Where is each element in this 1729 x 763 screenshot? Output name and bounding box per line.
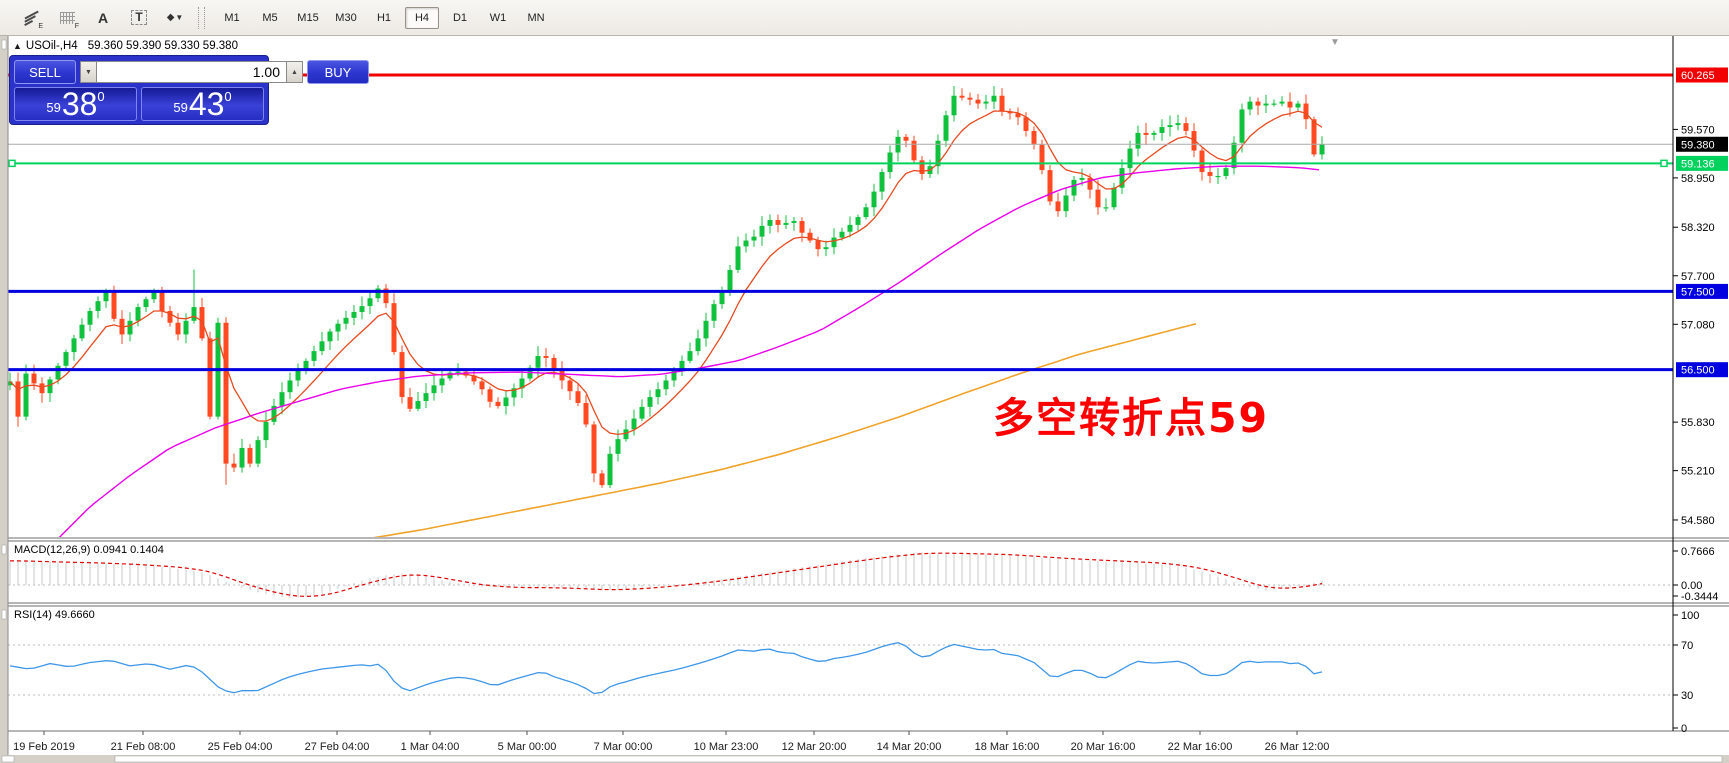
price-tick-label: 57.700 bbox=[1681, 271, 1715, 283]
text-box-icon[interactable]: T bbox=[124, 5, 154, 31]
timeframe-button-M5[interactable]: M5 bbox=[262, 11, 278, 24]
timeframe-button-H4[interactable]: H4 bbox=[405, 6, 439, 29]
time-tick-label: 27 Feb 04:00 bbox=[305, 741, 370, 753]
time-tick-label: 19 Feb 2019 bbox=[13, 741, 75, 753]
timeframe-button-M15[interactable]: M15 bbox=[297, 11, 319, 24]
volume-decrease-button[interactable]: ▼ bbox=[80, 61, 97, 83]
bid-price-pip: 0 bbox=[97, 89, 105, 104]
indicator-scale-label: 0.7666 bbox=[1681, 546, 1715, 558]
price-tick-label: 58.950 bbox=[1681, 173, 1715, 185]
price-badge-label: 60.265 bbox=[1681, 70, 1715, 82]
timeframe-button-group: M1 M5 M15 M30 H1 H4 D1 W1 MN bbox=[213, 6, 555, 29]
macd-indicator-label: MACD(12,26,9) 0.0941 0.1404 bbox=[14, 544, 164, 556]
price-tick-label: 55.210 bbox=[1681, 466, 1715, 478]
price-badge-label: 59.136 bbox=[1681, 158, 1715, 170]
price-badge-label: 56.500 bbox=[1681, 365, 1715, 377]
indicator-scale-label: 70 bbox=[1681, 640, 1693, 652]
bid-price-display[interactable]: 59 38 0 bbox=[14, 87, 137, 121]
chart-collapse-icon[interactable]: ▲ bbox=[13, 41, 22, 51]
indicator-scale-label: 0.00 bbox=[1681, 580, 1702, 592]
chart-header: ▲ USOil-,H4 59.360 59.390 59.330 59.380 bbox=[13, 40, 238, 52]
price-tick-label: 55.830 bbox=[1681, 417, 1715, 429]
time-tick-label: 22 Mar 16:00 bbox=[1168, 741, 1233, 753]
green-pivot-line-handle[interactable] bbox=[8, 159, 16, 168]
time-scale[interactable]: 19 Feb 2019 21 Feb 08:00 25 Feb 04:00 27 Fe… bbox=[13, 731, 1329, 753]
one-click-trade-panel: SELL ▼ ▲ BUY 59 38 0 59 43 0 bbox=[10, 56, 369, 124]
timeframe-button-M1[interactable]: M1 bbox=[224, 11, 240, 24]
time-tick-label: 7 Mar 00:00 bbox=[594, 741, 653, 753]
macd-layer bbox=[9, 552, 1323, 598]
window-chrome bbox=[0, 35, 1729, 763]
volume-increase-button[interactable]: ▲ bbox=[286, 61, 303, 83]
time-tick-label: 10 Mar 23:00 bbox=[694, 741, 759, 753]
time-tick-label: 1 Mar 04:00 bbox=[401, 741, 460, 753]
scrollbar-left-button[interactable] bbox=[1, 755, 15, 763]
price-tick-label: 54.580 bbox=[1681, 515, 1715, 527]
toolbar-icon-group: E F A T ◆ ▼ bbox=[0, 5, 190, 31]
toolbar-separator bbox=[198, 6, 205, 29]
chart-ohlc-readout: 59.360 59.390 59.330 59.380 bbox=[87, 40, 238, 52]
time-tick-label: 12 Mar 20:00 bbox=[782, 741, 847, 753]
text-label-icon[interactable]: A bbox=[97, 9, 109, 26]
timeframe-button-W1[interactable]: W1 bbox=[489, 11, 507, 24]
panel-borders bbox=[7, 36, 1729, 732]
timeframe-button-D1[interactable]: D1 bbox=[452, 11, 468, 24]
time-tick-label: 20 Mar 16:00 bbox=[1071, 741, 1136, 753]
ask-price-pip: 0 bbox=[224, 89, 232, 104]
time-tick-label: 26 Mar 12:00 bbox=[1265, 741, 1330, 753]
ask-price-major: 59 bbox=[173, 100, 188, 115]
bid-price-minor: 38 bbox=[61, 86, 98, 122]
price-badge-label: 59.380 bbox=[1681, 139, 1715, 151]
chart-text-annotation[interactable]: 多空转折点59 bbox=[993, 394, 1270, 442]
time-tick-label: 21 Feb 08:00 bbox=[111, 741, 176, 753]
price-badge bbox=[1676, 362, 1728, 378]
ask-price-minor: 43 bbox=[188, 86, 225, 122]
cursor-mode-icon[interactable]: ◆ ▼ bbox=[166, 12, 184, 23]
chart-symbol-label: USOil-,H4 bbox=[25, 40, 78, 52]
indicator-scale-label: -0.3444 bbox=[1681, 591, 1718, 603]
volume-stepper: ▼ ▲ bbox=[80, 61, 303, 83]
time-tick-label: 18 Mar 16:00 bbox=[975, 741, 1040, 753]
price-badge bbox=[1676, 136, 1728, 152]
time-tick-label: 25 Feb 04:00 bbox=[208, 741, 273, 753]
indicator-scale-label: 30 bbox=[1681, 690, 1693, 702]
price-tick-label: 58.320 bbox=[1681, 222, 1715, 234]
time-tick-label: 5 Mar 00:00 bbox=[498, 741, 557, 753]
bid-price-major: 59 bbox=[46, 100, 61, 115]
indicator-scale-label: 0 bbox=[1681, 723, 1687, 735]
buy-button[interactable]: BUY bbox=[307, 60, 369, 84]
draw-indicator-icon[interactable]: E bbox=[16, 5, 46, 31]
price-badge bbox=[1676, 155, 1728, 171]
rsi-indicator-label: RSI(14) 49.6660 bbox=[14, 609, 95, 621]
horizontal-scrollbar-thumb[interactable] bbox=[114, 755, 1723, 763]
volume-input[interactable] bbox=[97, 61, 286, 83]
price-scale[interactable]: 59.570 58.950 58.320 57.700 57.080 55.830 55.2… bbox=[1673, 67, 1728, 736]
toolbar: E F A T ◆ ▼ M1 M5 M15 M30 H1 H4 D1 W1 MN bbox=[0, 0, 1729, 36]
price-badge bbox=[1676, 283, 1728, 299]
timeframe-button-M30[interactable]: M30 bbox=[335, 11, 357, 24]
green-pivot-line-handle[interactable] bbox=[1660, 159, 1668, 168]
indicator-scale-label: 100 bbox=[1681, 610, 1699, 622]
price-tick-label: 59.570 bbox=[1681, 124, 1715, 136]
timeframe-button-H1[interactable]: H1 bbox=[376, 11, 392, 24]
price-tick-label: 57.080 bbox=[1681, 319, 1715, 331]
rsi-layer bbox=[9, 642, 1323, 695]
grid-icon[interactable]: F bbox=[52, 5, 82, 31]
time-tick-label: 14 Mar 20:00 bbox=[877, 741, 942, 753]
price-badge-label: 57.500 bbox=[1681, 286, 1715, 298]
timeframe-button-MN[interactable]: MN bbox=[527, 11, 545, 24]
ask-price-display[interactable]: 59 43 0 bbox=[141, 87, 264, 121]
sell-button[interactable]: SELL bbox=[14, 60, 76, 84]
one-click-panel-collapse-icon[interactable]: ▼ bbox=[1330, 37, 1340, 48]
price-badge bbox=[1676, 67, 1728, 83]
